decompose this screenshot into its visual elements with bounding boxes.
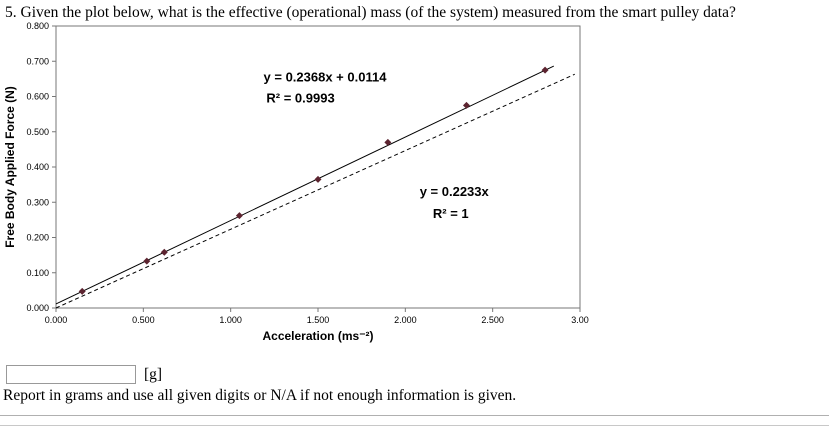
answer-row: [g]	[6, 365, 829, 385]
svg-text:0.600: 0.600	[26, 92, 49, 102]
question-text: 5. Given the plot below, what is the eff…	[5, 4, 736, 21]
svg-text:0.000: 0.000	[26, 303, 49, 313]
svg-text:y = 0.2233x: y = 0.2233x	[420, 184, 490, 199]
scatter-chart: 0.000 0.100 0.200 0.300 0.400 0.500 0.600 0.700…	[3, 21, 589, 343]
svg-text:0.700: 0.700	[26, 57, 49, 67]
svg-text:0.500: 0.500	[26, 127, 49, 137]
bottom-divider	[0, 425, 829, 427]
svg-text:0.100: 0.100	[26, 268, 49, 278]
svg-text:Acceleration (ms⁻²): Acceleration (ms⁻²)	[262, 329, 373, 343]
svg-text:R² = 1: R² = 1	[433, 206, 469, 221]
answer-input[interactable]	[6, 365, 136, 385]
svg-text:0.000: 0.000	[45, 315, 68, 325]
svg-text:1.000: 1.000	[219, 315, 242, 325]
svg-text:1.500: 1.500	[307, 315, 330, 325]
svg-text:R² = 0.9993: R² = 0.9993	[266, 91, 334, 106]
chart-area: 0.000 0.100 0.200 0.300 0.400 0.500 0.600 0.700…	[0, 21, 829, 351]
svg-text:3.00: 3.00	[571, 315, 589, 325]
instruction-text: Report in grams and use all given digits…	[3, 387, 517, 405]
svg-text:y = 0.2368x + 0.0114: y = 0.2368x + 0.0114	[264, 70, 388, 85]
svg-text:0.800: 0.800	[26, 22, 49, 31]
unit-label: [g]	[144, 365, 163, 383]
svg-text:2.500: 2.500	[481, 315, 504, 325]
divider	[0, 415, 829, 417]
svg-text:0.500: 0.500	[132, 315, 155, 325]
svg-text:0.200: 0.200	[26, 233, 49, 243]
svg-text:2.000: 2.000	[394, 315, 417, 325]
svg-text:0.300: 0.300	[26, 198, 49, 208]
svg-text:0.400: 0.400	[26, 162, 49, 172]
svg-text:Free Body Applied Force (N): Free Body Applied Force (N)	[3, 87, 17, 249]
